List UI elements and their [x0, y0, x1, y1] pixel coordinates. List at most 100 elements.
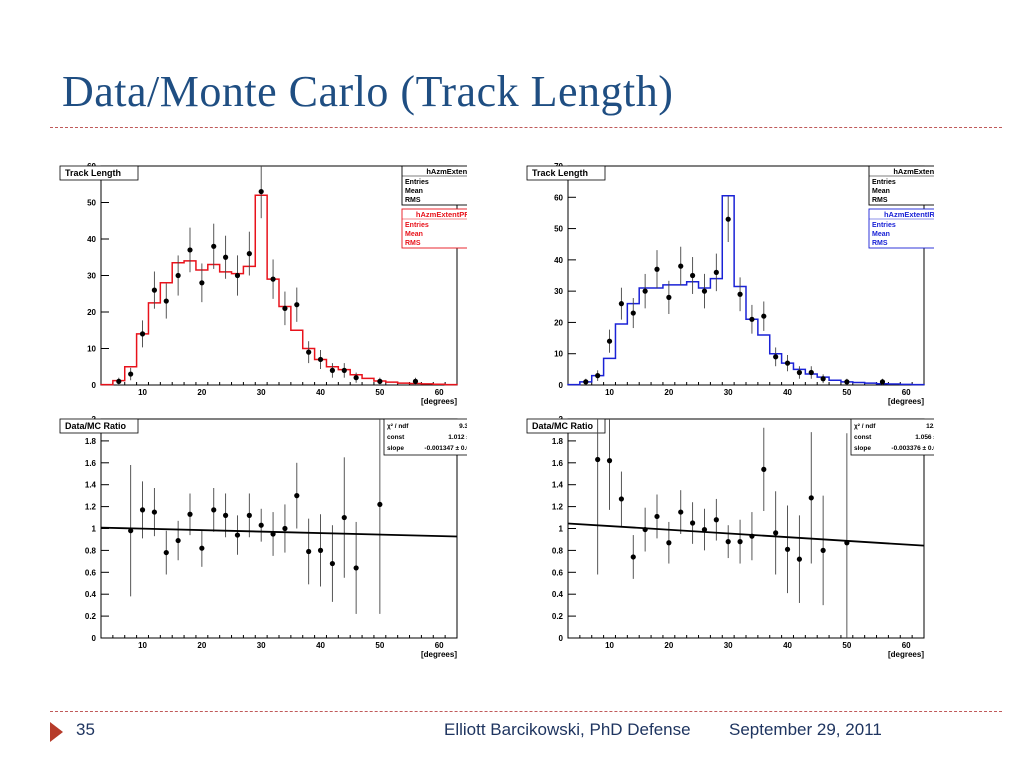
data-point [128, 371, 134, 377]
footer-author: Elliott Barcikowski, PhD Defense [444, 720, 691, 739]
y-tick-label: 20 [554, 318, 563, 327]
stats-data-label: Mean [405, 188, 423, 195]
stats-mc-label: Entries [872, 222, 896, 229]
data-point [678, 263, 684, 269]
data-point [737, 291, 743, 297]
fit-label: χ² / ndf [387, 423, 409, 430]
data-point [583, 379, 589, 385]
ratio-prot-chart: 00.20.40.60.811.21.41.61.82102030405060[… [55, 413, 467, 661]
fit-label: const [387, 434, 405, 441]
panel-title: Data/MC Ratio [65, 421, 127, 431]
y-tick-label: 1 [92, 525, 97, 534]
track-length-iron-chart: 010203040506070102030405060[degrees]Trac… [522, 160, 934, 408]
fit-value: -0.003376 ± 0.006009 [891, 445, 934, 452]
stats-data-label: Entries [872, 179, 896, 186]
fit-value: 12.34 / 21 [926, 423, 934, 430]
data-point [139, 507, 146, 513]
y-tick-label: 1.6 [552, 459, 564, 468]
stats-mc-box [401, 208, 467, 249]
x-axis-label: [degrees] [421, 650, 457, 659]
y-tick-label: 0.2 [552, 612, 564, 621]
data-point [128, 528, 134, 534]
data-point [329, 560, 335, 567]
data-point [761, 313, 767, 319]
x-tick-label: 40 [316, 388, 325, 397]
data-point [701, 526, 708, 533]
stats-mc-label: RMS [405, 240, 421, 247]
data-point [151, 509, 157, 515]
x-axis-label: [degrees] [421, 397, 457, 406]
data-point [211, 243, 217, 249]
y-tick-label: 30 [554, 287, 563, 296]
data-point [630, 310, 636, 316]
fit-line [567, 522, 925, 547]
stats-mc-box [868, 208, 934, 249]
fit-value: -0.001347 ± 0.005808 [424, 445, 467, 452]
mc-histogram-step [100, 194, 458, 386]
data-point [306, 548, 312, 555]
top-divider [50, 127, 1002, 128]
track-length-prot-chart: 0102030405060102030405060[degrees]Track … [55, 160, 467, 408]
stats-data-box [868, 165, 934, 206]
data-point [773, 530, 779, 536]
x-tick-label: 30 [724, 388, 733, 397]
data-point [725, 216, 731, 222]
data-point [163, 549, 169, 556]
data-point [163, 298, 169, 304]
stats-mc-label: Entries [405, 222, 429, 229]
x-tick-label: 10 [138, 641, 147, 650]
y-tick-label: 30 [87, 272, 96, 281]
x-tick-label: 60 [902, 388, 911, 397]
y-tick-label: 50 [87, 199, 96, 208]
x-tick-label: 60 [435, 641, 444, 650]
stats-data-name: hAzmExtent [426, 167, 467, 176]
x-tick-label: 10 [605, 641, 614, 650]
panel-title-box [526, 418, 606, 434]
y-tick-label: 1.8 [552, 437, 564, 446]
data-point [282, 305, 288, 311]
data-point [258, 188, 264, 195]
fit-value: 1.056 ± 0.159 [915, 434, 934, 441]
data-point [725, 539, 731, 545]
data-point [796, 556, 802, 562]
data-point [618, 301, 624, 307]
y-tick-label: 1.2 [552, 503, 564, 512]
data-point [690, 520, 696, 526]
x-tick-label: 40 [783, 641, 792, 650]
data-point [701, 288, 708, 294]
fit-value: 1.012 ± 0.152 [448, 434, 467, 441]
x-tick-label: 10 [138, 388, 147, 397]
data-point [773, 354, 779, 360]
y-tick-label: 0 [92, 381, 97, 390]
data-point [234, 532, 241, 538]
data-point [294, 493, 300, 499]
x-tick-label: 20 [197, 388, 206, 397]
y-tick-label: 0.4 [552, 590, 564, 599]
y-tick-label: 1.6 [85, 459, 97, 468]
panel-title: Track Length [532, 168, 588, 178]
y-tick-label: 20 [87, 308, 96, 317]
fit-line [100, 526, 458, 538]
y-tick-label: 1.4 [85, 481, 97, 490]
panel-title-box [59, 418, 139, 434]
y-tick-label: 0 [559, 381, 564, 390]
y-tick-label: 0.4 [85, 590, 97, 599]
stats-mc-label: RMS [872, 240, 888, 247]
x-tick-label: 40 [783, 388, 792, 397]
panel-title-box [59, 165, 139, 181]
data-point [199, 280, 205, 286]
data-point [412, 378, 419, 384]
data-point [199, 545, 205, 551]
y-tick-label: 1.4 [552, 481, 564, 490]
data-point [377, 501, 383, 508]
data-point [151, 287, 157, 293]
stats-data-label: Mean [872, 188, 890, 195]
fit-value: 9.354 / 21 [459, 423, 467, 430]
x-tick-label: 60 [902, 641, 911, 650]
y-tick-label: 1.8 [85, 437, 97, 446]
data-point [377, 378, 383, 384]
data-point [820, 376, 826, 382]
stats-data-label: Entries [405, 179, 429, 186]
y-tick-label: 60 [554, 193, 563, 202]
fit-box [850, 418, 934, 456]
